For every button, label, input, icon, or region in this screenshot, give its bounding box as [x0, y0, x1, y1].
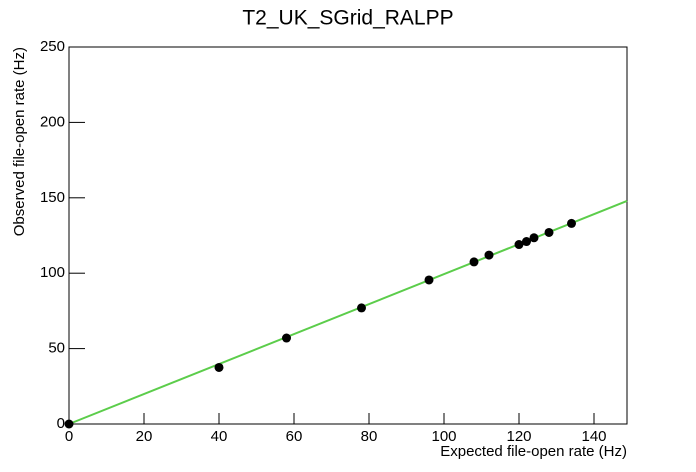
chart-title: T2_UK_SGrid_RALPP: [242, 7, 453, 30]
x-tick-label: 0: [65, 428, 73, 445]
y-tick-label: 50: [48, 340, 65, 357]
x-tick-label: 100: [431, 428, 456, 445]
data-point: [544, 227, 554, 237]
x-tick-label: 80: [361, 428, 378, 445]
y-tick-label: 0: [57, 415, 65, 432]
data-point: [64, 419, 74, 429]
data-point: [424, 275, 434, 285]
x-tick-label: 120: [506, 428, 531, 445]
plot-frame: [68, 46, 628, 425]
data-point: [357, 303, 366, 313]
y-axis-label: Observed file-open rate (Hz): [11, 47, 28, 236]
x-tick-label: 40: [211, 428, 228, 445]
data-point: [282, 333, 291, 343]
data-point: [567, 218, 576, 228]
data-point: [214, 362, 224, 372]
data-point: [522, 237, 531, 247]
data-point: [514, 240, 524, 250]
data-point: [484, 250, 494, 260]
x-tick-label: 60: [286, 428, 303, 445]
data-point: [529, 233, 539, 243]
x-axis-label: Expected file-open rate (Hz): [440, 443, 627, 460]
data-point: [469, 257, 479, 267]
x-tick-label: 20: [136, 428, 153, 445]
x-tick-label: 140: [581, 428, 606, 445]
y-tick-label: 200: [40, 113, 65, 130]
y-tick-label: 250: [40, 38, 65, 55]
y-tick-label: 100: [40, 264, 65, 281]
y-tick-label: 150: [40, 189, 65, 206]
